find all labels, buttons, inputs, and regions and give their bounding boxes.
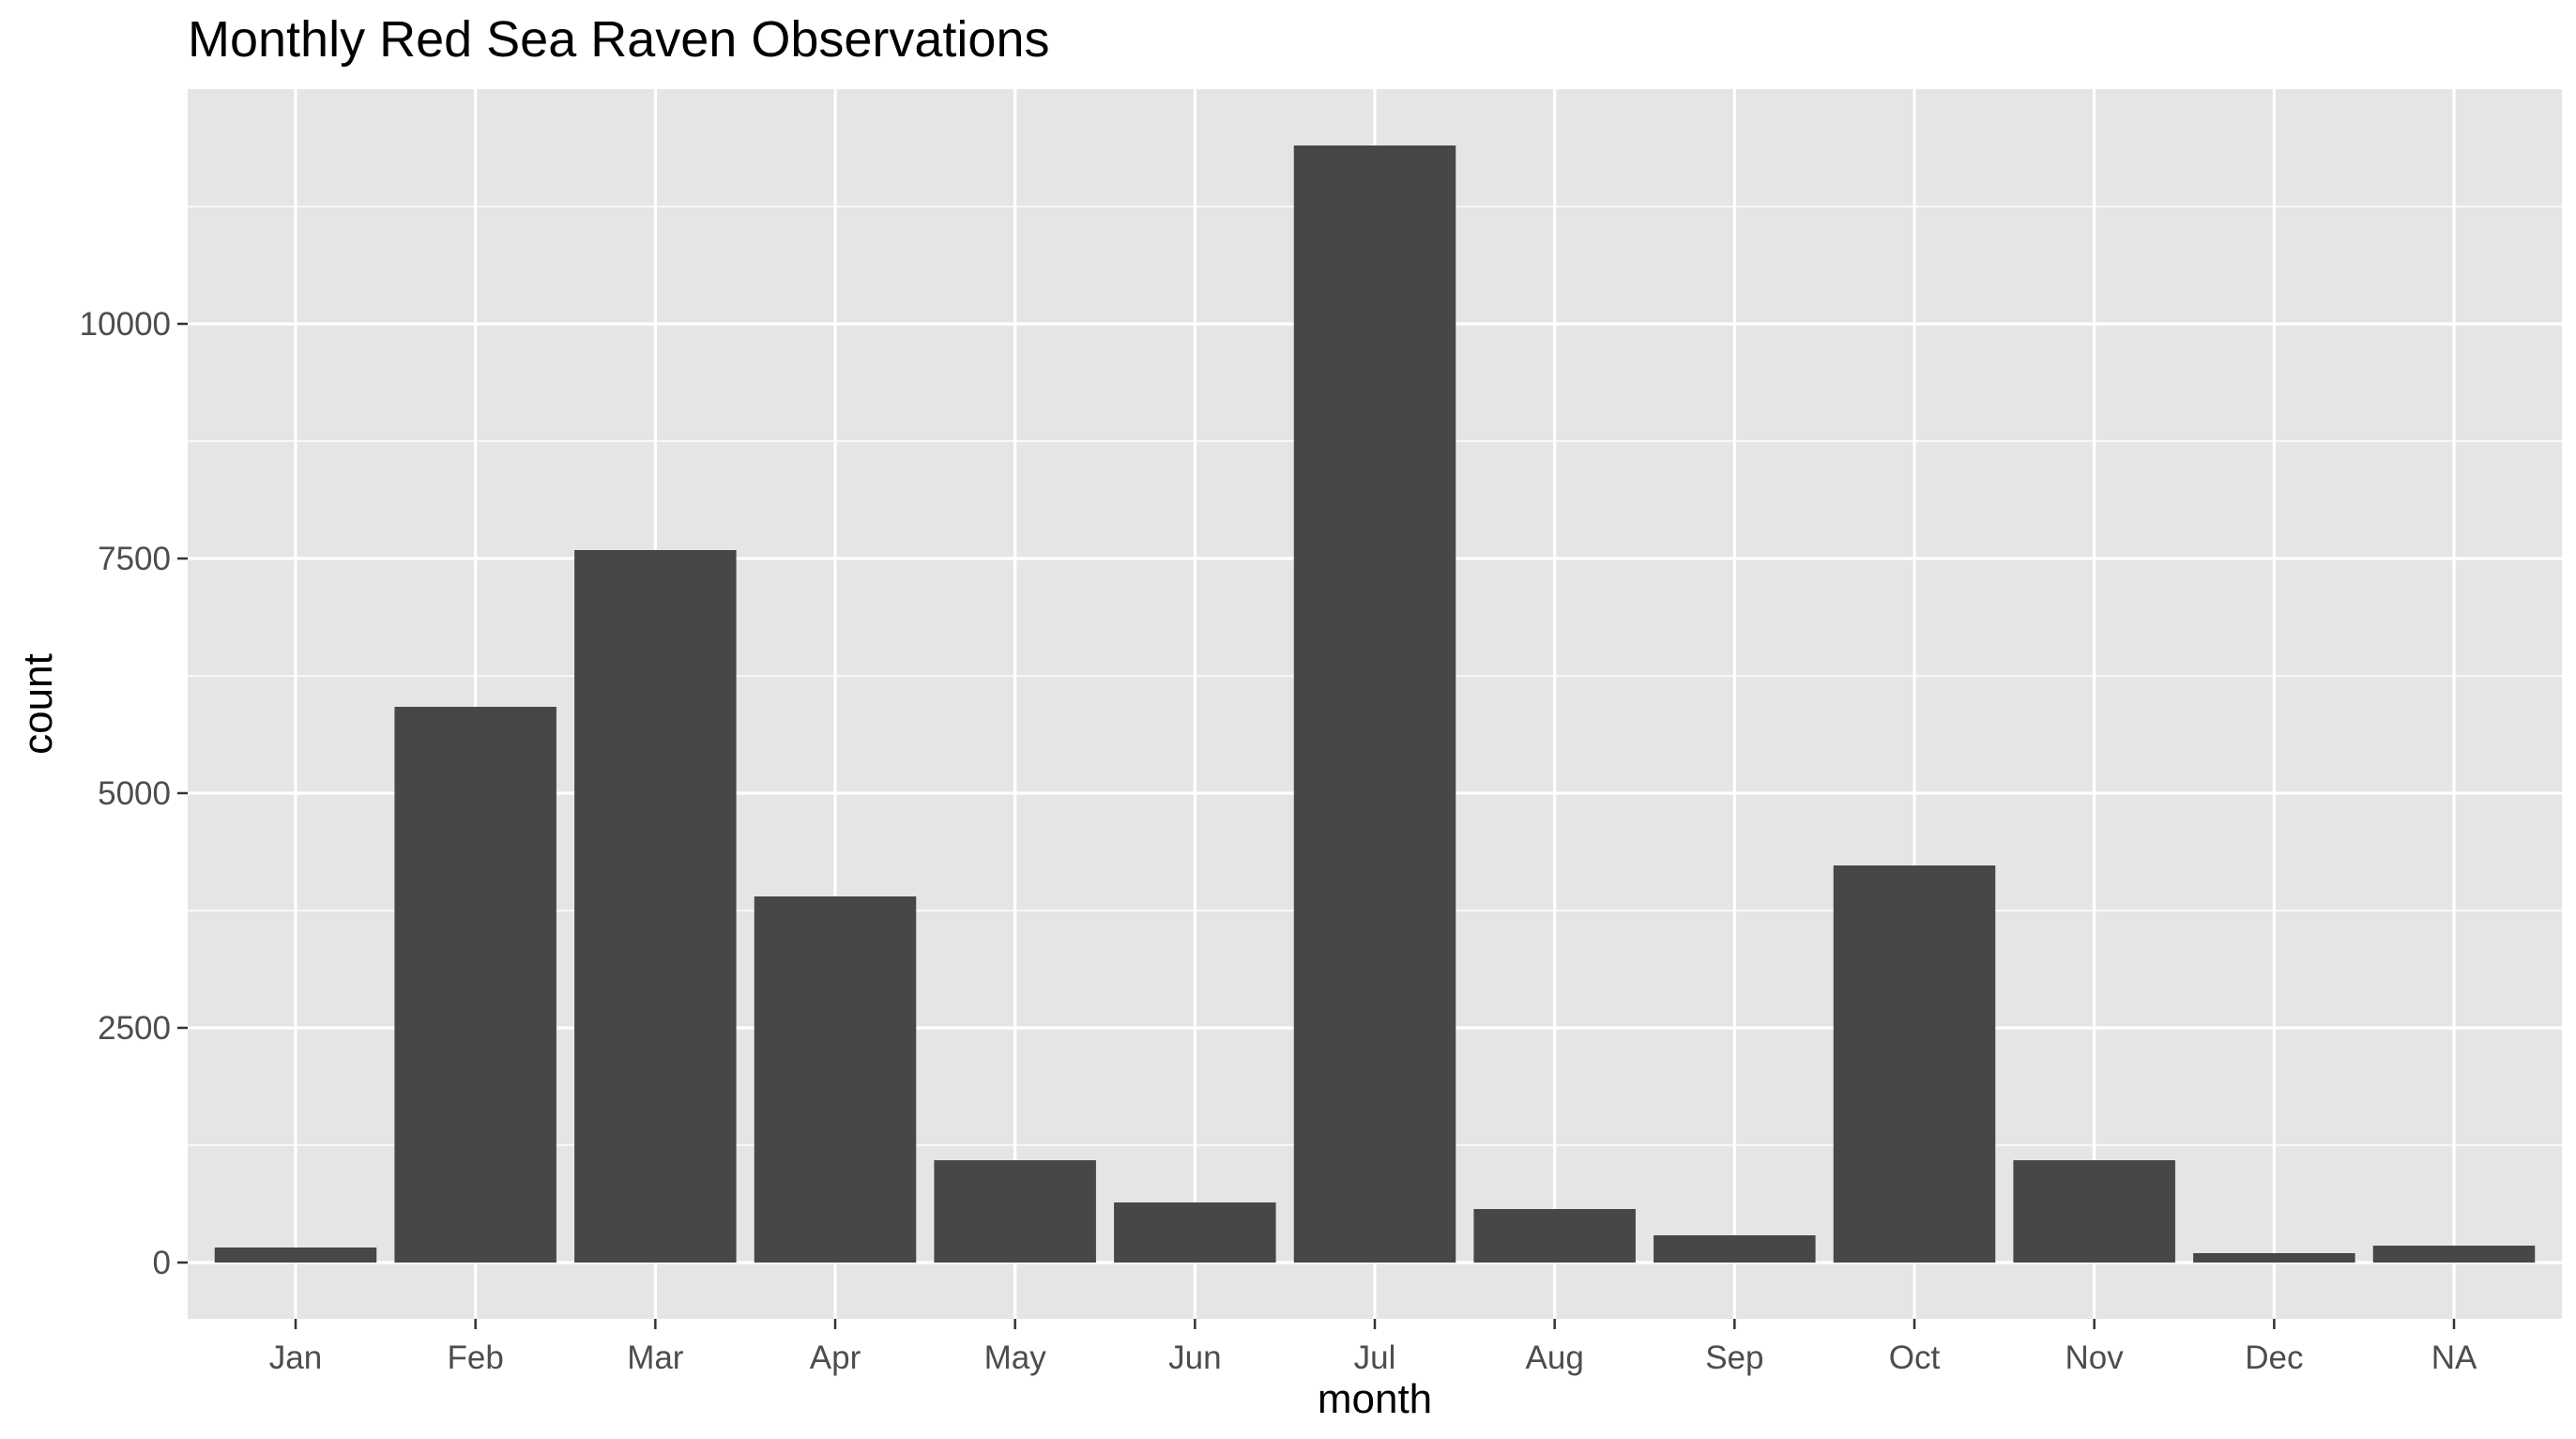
bars xyxy=(214,145,2536,1263)
bar-dec xyxy=(2193,1253,2355,1263)
x-tick-label: Apr xyxy=(810,1339,861,1376)
x-tick-label: Dec xyxy=(2245,1339,2303,1376)
y-tick-label: 7500 xyxy=(98,541,171,577)
chart-title: Monthly Red Sea Raven Observations xyxy=(188,11,1049,68)
x-tick-label: NA xyxy=(2431,1339,2477,1376)
y-axis-ticks: 0 2500 5000 7500 10000 xyxy=(80,306,188,1281)
x-tick-label: Feb xyxy=(448,1339,504,1376)
x-axis-title: month xyxy=(1318,1376,1432,1422)
bar-apr xyxy=(754,896,917,1263)
bar-na xyxy=(2372,1246,2536,1263)
x-tick-label: Aug xyxy=(1526,1339,1584,1376)
bar-nov xyxy=(2013,1160,2175,1263)
bar-may xyxy=(934,1160,1096,1263)
bar-jul xyxy=(1293,145,1456,1263)
x-tick-label: Jun xyxy=(1168,1339,1221,1376)
bar-mar xyxy=(574,550,737,1263)
x-tick-label: May xyxy=(984,1339,1047,1376)
x-axis-ticks: Jan Feb Mar Apr May Jun Jul Aug Sep Oct Nov Dec NA xyxy=(269,1319,2477,1376)
x-tick-label: Nov xyxy=(2065,1339,2125,1376)
y-axis-title: count xyxy=(15,653,61,755)
x-tick-label: Mar xyxy=(627,1339,684,1376)
x-tick-label: Jan xyxy=(269,1339,322,1376)
bar-aug xyxy=(1473,1209,1636,1263)
bar-sep xyxy=(1654,1235,1816,1263)
x-tick-label: Sep xyxy=(1705,1339,1763,1376)
x-tick-label: Jul xyxy=(1354,1339,1396,1376)
y-tick-label: 10000 xyxy=(80,306,171,343)
x-tick-label: Oct xyxy=(1889,1339,1941,1376)
bar-jan xyxy=(214,1248,377,1263)
bar-oct xyxy=(1833,865,1996,1263)
bar-feb xyxy=(394,707,556,1263)
y-tick-label: 0 xyxy=(153,1245,171,1281)
y-tick-label: 5000 xyxy=(98,775,171,812)
y-tick-label: 2500 xyxy=(98,1010,171,1047)
bar-jun xyxy=(1114,1202,1276,1263)
